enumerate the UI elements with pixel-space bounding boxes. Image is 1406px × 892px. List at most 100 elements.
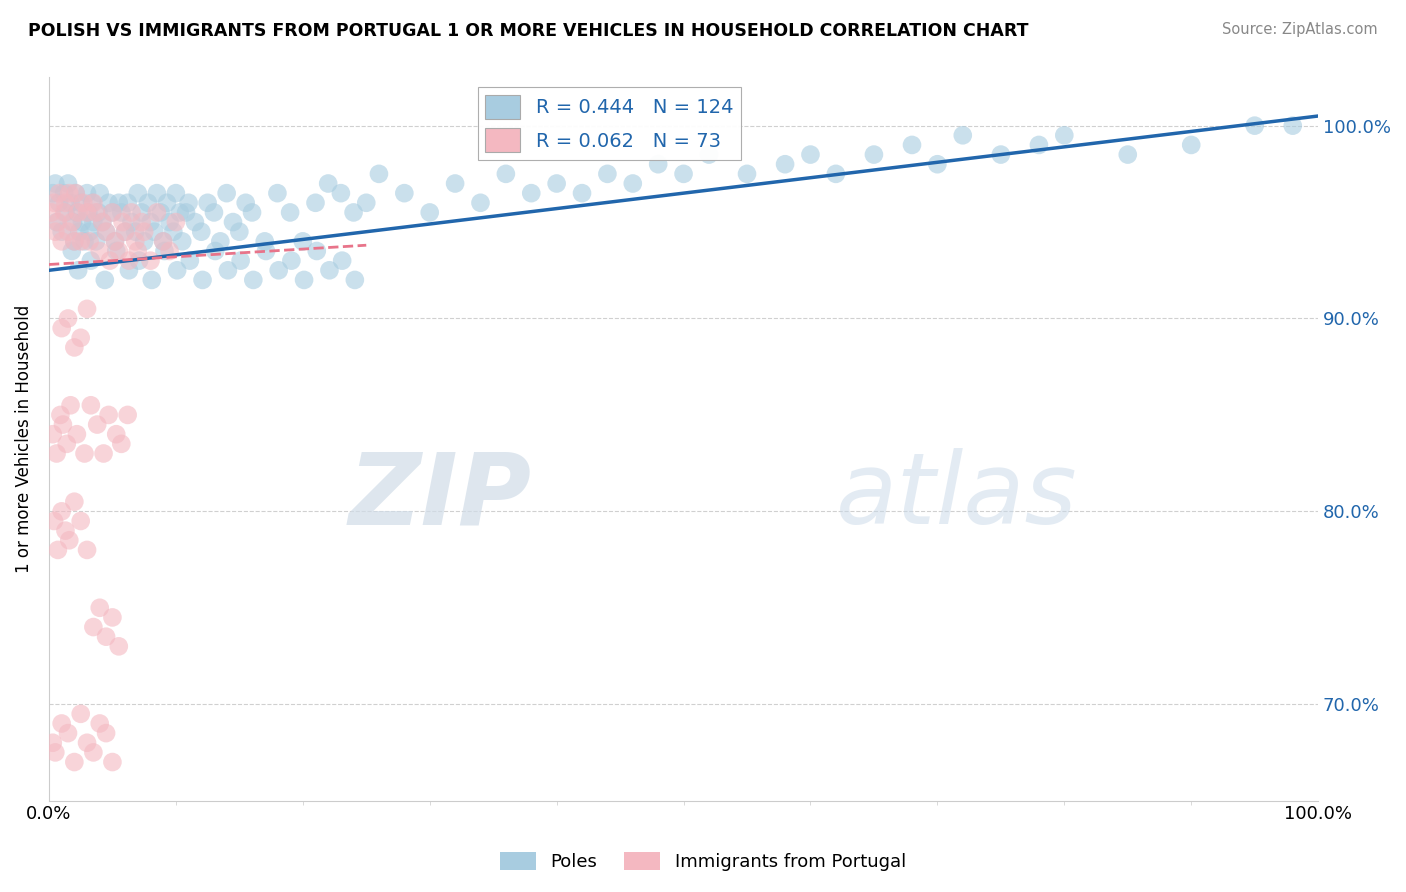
Point (76, 736, 98, 750)
Point (316, 177, 339, 191)
Point (52, 417, 75, 432)
Point (863, 147, 886, 161)
Point (63, 755, 86, 769)
Point (134, 235, 156, 249)
Point (82, 215, 104, 229)
Point (1180, 137, 1202, 152)
Point (94, 273, 117, 287)
Point (356, 195, 378, 210)
Point (139, 215, 162, 229)
Point (292, 273, 315, 287)
Point (495, 167, 517, 181)
Point (672, 167, 695, 181)
Point (172, 235, 194, 249)
Point (304, 195, 326, 210)
Point (59, 195, 82, 210)
Point (55, 205, 77, 219)
Point (240, 205, 263, 219)
Point (146, 186, 169, 201)
Point (86, 417, 108, 432)
Point (104, 235, 127, 249)
Text: POLISH VS IMMIGRANTS FROM PORTUGAL 1 OR MORE VEHICLES IN HOUSEHOLD CORRELATION C: POLISH VS IMMIGRANTS FROM PORTUGAL 1 OR … (28, 22, 1029, 40)
Point (159, 215, 181, 229)
Point (59, 398, 82, 412)
Point (152, 235, 174, 249)
Point (65, 186, 87, 201)
Point (191, 273, 214, 287)
Legend: R = 0.444   N = 124, R = 0.062   N = 73: R = 0.444 N = 124, R = 0.062 N = 73 (478, 87, 741, 160)
Point (44, 177, 66, 191)
Point (56, 225, 79, 239)
Point (242, 273, 264, 287)
Point (60, 215, 83, 229)
Point (93, 446, 115, 460)
Point (94, 225, 117, 239)
Point (217, 263, 239, 277)
Point (97, 408, 120, 422)
Point (121, 205, 143, 219)
Point (63, 235, 86, 249)
Point (229, 253, 252, 268)
Point (131, 215, 153, 229)
Point (1243, 119, 1265, 133)
Point (278, 205, 301, 219)
Point (58, 186, 80, 201)
Point (51, 321, 73, 335)
Point (87, 205, 110, 219)
Point (63, 494, 86, 508)
Point (117, 408, 139, 422)
Point (202, 205, 225, 219)
Point (82, 620, 104, 634)
Point (73, 446, 96, 460)
Point (77, 205, 100, 219)
Point (76, 301, 98, 316)
Point (114, 225, 136, 239)
Point (72, 195, 94, 210)
Point (69, 235, 91, 249)
Point (94, 225, 117, 239)
Point (197, 195, 219, 210)
Point (114, 225, 136, 239)
Point (169, 205, 191, 219)
Point (53, 186, 76, 201)
Point (697, 147, 720, 161)
Point (127, 244, 149, 258)
Point (42, 427, 65, 442)
Point (44, 225, 66, 239)
Point (67, 225, 90, 239)
Point (267, 263, 290, 277)
Point (152, 235, 174, 249)
Point (330, 253, 353, 268)
Point (131, 205, 153, 219)
Point (84, 235, 107, 249)
Point (82, 746, 104, 760)
Point (42, 736, 65, 750)
Point (143, 225, 166, 239)
Point (520, 186, 543, 201)
Point (177, 195, 200, 210)
Point (51, 235, 73, 249)
Point (56, 177, 79, 191)
Point (134, 225, 156, 239)
Point (174, 205, 197, 219)
Point (1281, 119, 1303, 133)
Point (596, 167, 619, 181)
Point (51, 504, 73, 518)
Point (46, 215, 69, 229)
Point (89, 244, 111, 258)
Point (84, 205, 107, 219)
Point (42, 186, 65, 201)
Point (65, 186, 87, 201)
Point (127, 186, 149, 201)
Point (91, 215, 114, 229)
Point (179, 253, 201, 268)
Point (266, 186, 288, 201)
Point (419, 205, 441, 219)
Point (773, 157, 796, 171)
Point (48, 195, 70, 210)
Point (63, 235, 86, 249)
Point (41, 205, 63, 219)
Point (55, 437, 77, 451)
Point (107, 640, 129, 654)
Point (184, 215, 207, 229)
